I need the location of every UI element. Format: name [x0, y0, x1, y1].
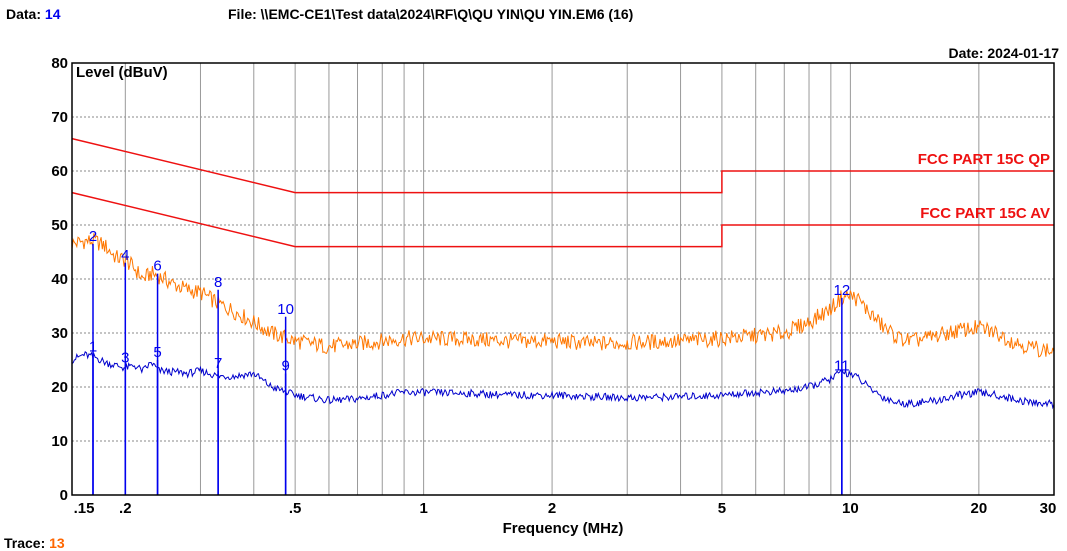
x-tick-label: 30 — [1040, 500, 1057, 517]
x-tick-label: .2 — [119, 500, 132, 517]
marker-label: 10 — [277, 301, 294, 318]
marker-label: 6 — [153, 258, 161, 275]
y-tick-label: 80 — [51, 55, 68, 72]
plot-frame — [71, 62, 1055, 496]
y-tick-label: 30 — [51, 325, 68, 342]
trace-qp — [71, 233, 1055, 358]
x-tick-label: 1 — [419, 500, 427, 517]
trace-series — [71, 233, 1055, 410]
x-tick-label: 20 — [971, 500, 988, 517]
file-path: \\EMC-CE1\Test data\2024\RF\Q\QU YIN\QU … — [260, 6, 634, 22]
x-tick-label: 5 — [718, 500, 726, 517]
limit-line — [71, 137, 1054, 194]
limit-line — [71, 191, 1054, 248]
limit-label: FCC PART 15C AV — [920, 205, 1050, 222]
limit-lines: FCC PART 15C QP FCC PART 15C AV — [71, 137, 1054, 248]
y-tick-label: 60 — [51, 163, 68, 180]
y-tick-label: 10 — [51, 433, 68, 450]
marker-label: 8 — [214, 274, 222, 291]
marker-label: 2 — [89, 228, 97, 245]
test-date: Date: 2024-01-17 — [948, 45, 1059, 61]
x-tick-label: .5 — [289, 500, 302, 517]
y-tick-label: 50 — [51, 217, 68, 234]
marker-label: 12 — [834, 282, 851, 299]
data-label: Data: — [6, 6, 42, 22]
x-tick-label: .15 — [74, 500, 95, 517]
x-tick-label: 10 — [842, 500, 859, 517]
y-tick-label: 70 — [51, 109, 68, 126]
marker-label: 4 — [121, 247, 129, 264]
y-tick-label: 0 — [60, 487, 68, 504]
limit-label: FCC PART 15C QP — [918, 151, 1050, 168]
date-value: 2024-01-17 — [987, 45, 1059, 61]
x-tick-label: 2 — [548, 500, 556, 517]
plot-area — [72, 63, 1054, 495]
y-axis-title: Level (dBuV) — [76, 64, 168, 81]
y-tick-label: 40 — [51, 271, 68, 288]
file-label: File: — [228, 6, 257, 22]
markers: 123456789101112 — [89, 228, 850, 495]
data-value: 14 — [44, 6, 61, 22]
y-tick-label: 20 — [51, 379, 68, 396]
grid — [72, 63, 1054, 495]
date-label: Date: — [948, 45, 984, 61]
x-axis-title: Frequency (MHz) — [503, 520, 624, 537]
trace-av — [71, 350, 1055, 410]
file-info: File: \\EMC-CE1\Test data\2024\RF\Q\QU Y… — [228, 6, 633, 22]
data-number: Data: 14 — [6, 6, 60, 22]
